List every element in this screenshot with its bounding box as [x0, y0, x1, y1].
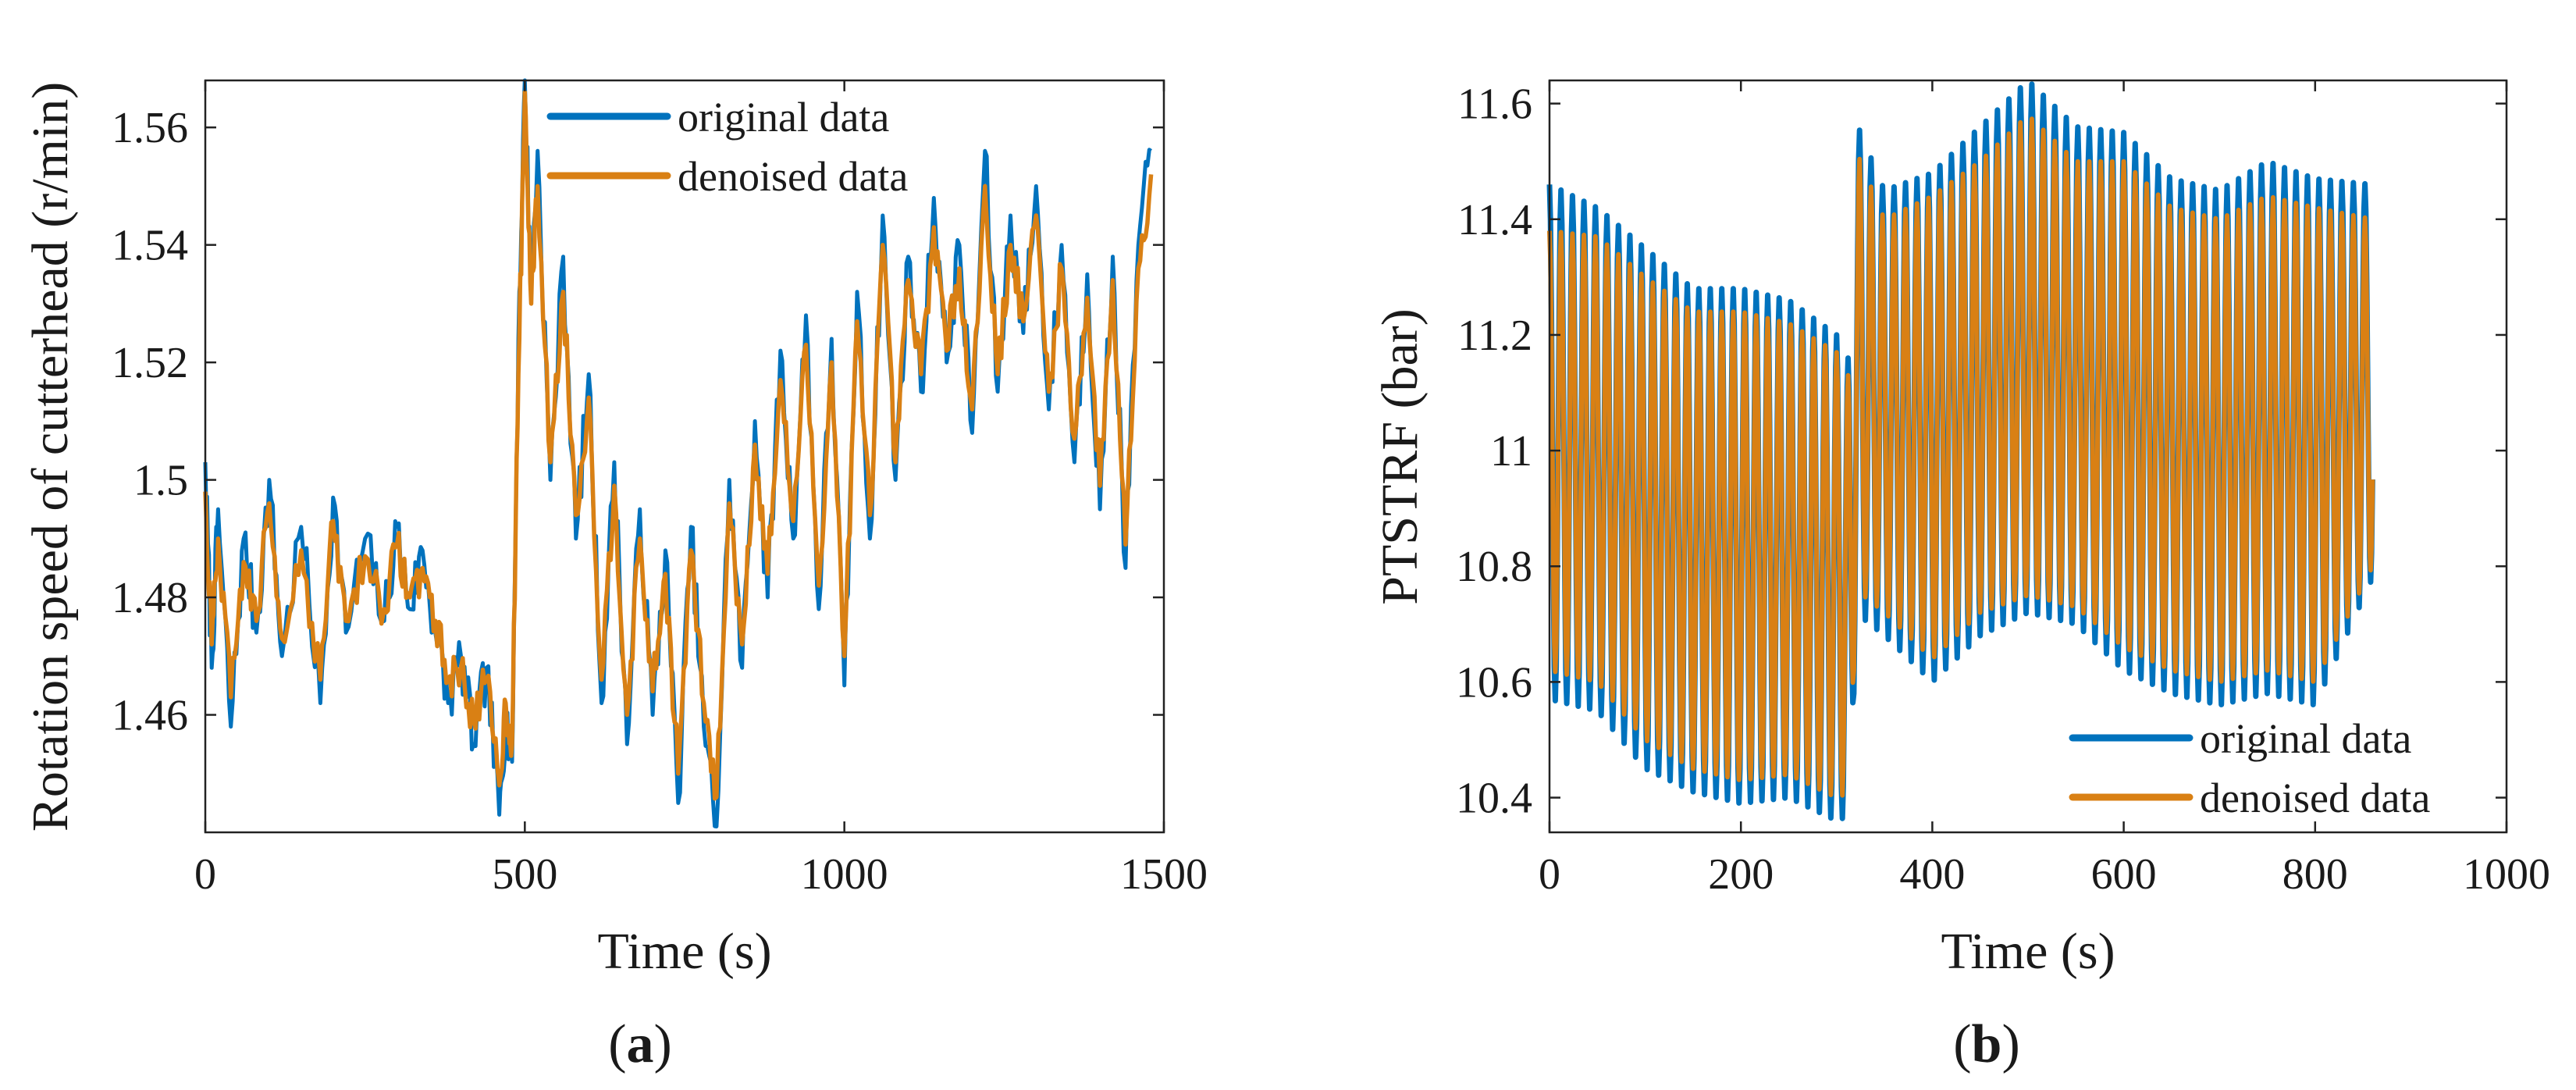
panel-b-caption-close: ): [2001, 1014, 2019, 1074]
panel-a-y-tick-label: 1.52: [112, 339, 188, 387]
panel-b-y-tick-label: 11: [1490, 427, 1532, 476]
panel-b-x-tick-label: 800: [2282, 850, 2348, 899]
panel-a-x-tick-label: 1000: [801, 850, 888, 899]
panel-b-series-layer: [1546, 81, 2375, 821]
panel-a-ticks: 0 500 1000 1500 1.46 1.48 1.5 1.52 1.54 1.56: [112, 80, 1208, 899]
panel-b-x-tick-label: 0: [1539, 850, 1560, 899]
panel-b-axes-box: [1548, 79, 2508, 834]
panel-b-y-tick-label: 11.2: [1457, 312, 1532, 360]
panel-a-y-tick-label: 1.46: [112, 692, 188, 740]
panel-b: 0 200 400 600 800 1000 10.4 10.6 10.8 11 11.2 11.4 1…: [1372, 79, 2550, 1074]
panel-a-axes-box: [204, 79, 1165, 834]
panel-a-y-tick-label: 1.56: [112, 104, 188, 152]
panel-a: 0 500 1000 1500 1.46 1.48 1.5 1.52 1.54 1.56 Time…: [22, 78, 1208, 1074]
panel-b-x-tick-label: 1000: [2463, 850, 2550, 899]
panel-b-legend-label-denoised: denoised data: [2200, 775, 2430, 821]
panel-a-caption-letter: a: [627, 1014, 654, 1074]
panel-b-x-tick-label: 400: [1899, 850, 1965, 899]
panel-b-y-tick-label: 10.4: [1456, 775, 1532, 823]
panel-a-legend-label-denoised: denoised data: [678, 153, 908, 200]
panel-a-y-tick-label: 1.54: [112, 222, 188, 270]
panel-b-caption: (b): [1953, 1014, 2020, 1074]
panel-a-caption-open: (: [608, 1014, 626, 1074]
panel-b-y-tick-label: 10.8: [1456, 543, 1532, 591]
panel-a-x-tick-label: 0: [194, 850, 216, 899]
panel-b-y-tick-label: 10.6: [1456, 658, 1532, 707]
panel-a-y-tick-label: 1.48: [112, 574, 188, 622]
panel-b-ticks: 0 200 400 600 800 1000 10.4 10.6 10.8 11 11.2 11.4 1…: [1456, 80, 2550, 899]
panel-b-y-axis-label: PTSTRF (bar): [1372, 308, 1429, 605]
panel-a-legend: original data denoised data: [546, 94, 908, 200]
panel-a-legend-label-original: original data: [678, 94, 889, 141]
panel-b-x-axis-label: Time (s): [1941, 923, 2115, 980]
panel-a-series-layer: [203, 78, 1154, 828]
panel-a-x-tick-label: 500: [492, 850, 557, 899]
panel-b-x-tick-label: 200: [1708, 850, 1774, 899]
panel-a-series-denoised-line: [203, 90, 1154, 801]
panel-b-caption-letter: b: [1972, 1014, 2002, 1074]
panel-b-y-tick-label: 11.6: [1457, 80, 1532, 129]
panel-a-x-tick-label: 1500: [1120, 850, 1208, 899]
panel-b-x-tick-label: 600: [2091, 850, 2157, 899]
panel-b-legend-label-original: original data: [2200, 715, 2411, 762]
panel-a-caption: (a): [608, 1014, 672, 1074]
panel-a-caption-close: ): [654, 1014, 672, 1074]
panel-b-series-denoised-line: [1547, 116, 2375, 798]
panel-a-y-axis-label: Rotation speed of cutterhead (r/min): [22, 82, 79, 832]
panel-a-x-axis-label: Time (s): [597, 923, 771, 980]
panel-b-y-tick-label: 11.4: [1457, 196, 1532, 244]
panel-b-legend: original data denoised data: [2069, 715, 2430, 821]
panel-a-y-tick-label: 1.5: [133, 457, 188, 505]
panel-b-caption-open: (: [1953, 1014, 1971, 1074]
